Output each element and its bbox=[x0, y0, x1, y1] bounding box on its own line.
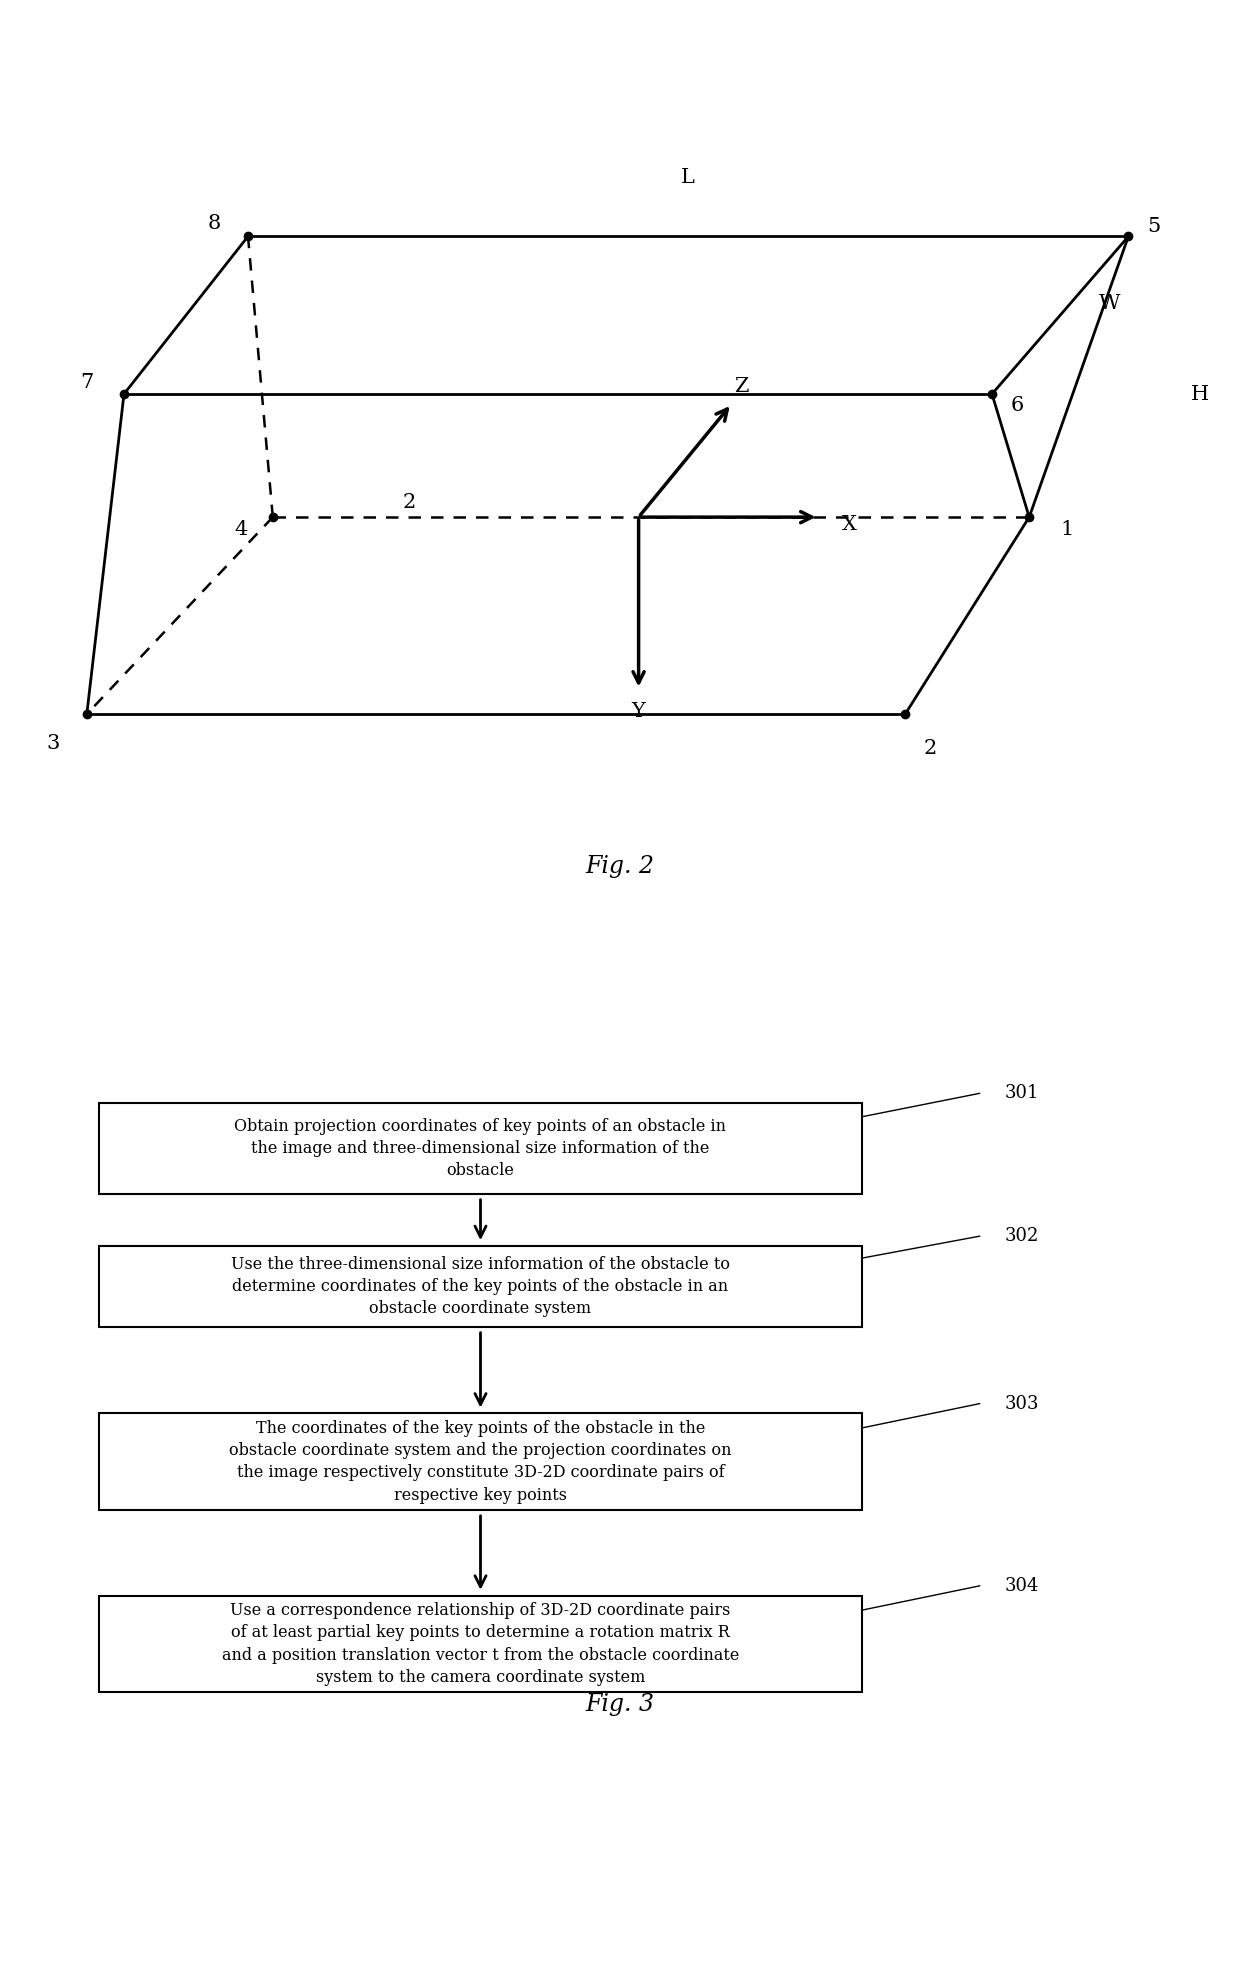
Text: L: L bbox=[681, 167, 696, 187]
Bar bbox=[99, 1414, 862, 1509]
Text: Obtain projection coordinates of key points of an obstacle in
the image and thre: Obtain projection coordinates of key poi… bbox=[234, 1117, 727, 1180]
Text: 7: 7 bbox=[79, 372, 93, 392]
Text: 6: 6 bbox=[1011, 396, 1024, 416]
Text: Fig. 2: Fig. 2 bbox=[585, 855, 655, 879]
Text: Y: Y bbox=[631, 701, 646, 721]
Text: 3: 3 bbox=[46, 733, 60, 753]
Bar bbox=[99, 1245, 862, 1328]
Text: 301: 301 bbox=[1004, 1084, 1039, 1103]
Text: H: H bbox=[1192, 384, 1209, 404]
Text: 2: 2 bbox=[403, 492, 415, 512]
Text: Fig. 3: Fig. 3 bbox=[585, 1692, 655, 1716]
Text: 4: 4 bbox=[234, 520, 248, 540]
Text: Use a correspondence relationship of 3D-2D coordinate pairs
of at least partial : Use a correspondence relationship of 3D-… bbox=[222, 1602, 739, 1686]
Bar bbox=[99, 1596, 862, 1692]
Text: X: X bbox=[842, 514, 857, 534]
Text: 304: 304 bbox=[1004, 1576, 1039, 1596]
Text: Use the three-dimensional size information of the obstacle to
determine coordina: Use the three-dimensional size informati… bbox=[231, 1255, 730, 1318]
Text: 5: 5 bbox=[1147, 217, 1161, 236]
Text: 8: 8 bbox=[207, 215, 221, 232]
Text: 302: 302 bbox=[1004, 1227, 1039, 1245]
Text: The coordinates of the key points of the obstacle in the
obstacle coordinate sys: The coordinates of the key points of the… bbox=[229, 1420, 732, 1503]
Text: W: W bbox=[1099, 294, 1121, 313]
Text: 303: 303 bbox=[1004, 1395, 1039, 1412]
Text: 2: 2 bbox=[924, 739, 937, 758]
Bar bbox=[99, 1103, 862, 1194]
Text: 1: 1 bbox=[1060, 520, 1074, 540]
Text: Z: Z bbox=[734, 376, 749, 396]
